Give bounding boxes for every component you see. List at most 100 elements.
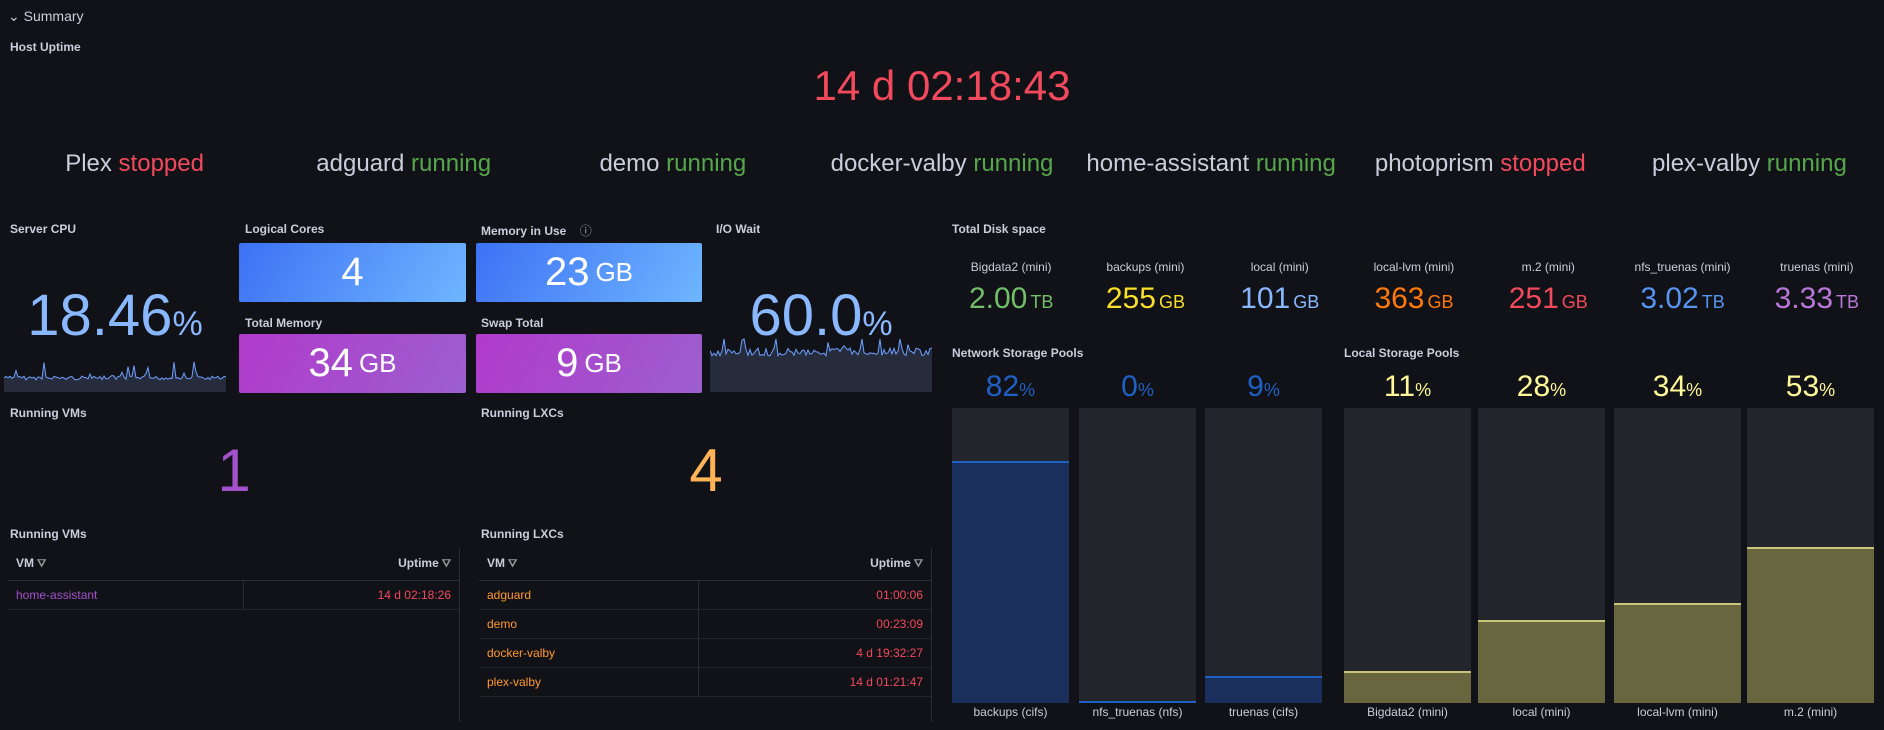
vm-name-cell[interactable]: docker-valby bbox=[479, 638, 699, 668]
local_pools-percent: 11% bbox=[1344, 370, 1471, 404]
service-status: home-assistant running bbox=[1077, 150, 1346, 178]
disk-unit: GB bbox=[1427, 292, 1454, 312]
vm-name-cell[interactable]: adguard bbox=[479, 580, 699, 610]
local_pools-bar-label: local-lvm (mini) bbox=[1637, 705, 1718, 719]
percent-value: 11 bbox=[1383, 370, 1416, 403]
disk-space-stats: Bigdata2 (mini) 2.00 TB backups (mini) 255 GB… bbox=[944, 260, 1884, 316]
uptime-cell: 00:23:09 bbox=[697, 609, 931, 639]
percent-value: 28 bbox=[1516, 370, 1551, 403]
disk-stat: local (mini) 101 GB bbox=[1213, 260, 1347, 316]
network_pools-bar-fill bbox=[952, 461, 1069, 703]
disk-stat: truenas (mini) 3.33 TB bbox=[1750, 260, 1884, 316]
disk-value: 251 GB bbox=[1481, 282, 1615, 316]
io-wait-value: 60.0% bbox=[749, 283, 893, 348]
network_pools-percent: 0% bbox=[1079, 370, 1196, 404]
network_pools-bar bbox=[952, 408, 1069, 703]
host-uptime-value: 14 d 02:18:43 bbox=[813, 62, 1071, 109]
local_pools-bar bbox=[1344, 408, 1471, 703]
network_pools-bar bbox=[1205, 408, 1322, 703]
row-summary-toggle[interactable]: ⌄ Summary bbox=[8, 8, 84, 25]
disk-number: 101 bbox=[1240, 282, 1291, 315]
column-header-uptime[interactable]: Uptime ⛛ bbox=[698, 548, 931, 581]
local_pools-bar-fill bbox=[1747, 546, 1874, 703]
disk-unit: TB bbox=[1701, 292, 1725, 312]
running-vms-table: VM ⛛ Uptime ⛛ home-assistant 14 d 02:18:26 bbox=[8, 548, 460, 722]
disk-label: local-lvm (mini) bbox=[1373, 260, 1455, 274]
memory-in-use-title: Memory in Use ⓘ bbox=[481, 224, 592, 238]
disk-value: 3.02 TB bbox=[1615, 282, 1749, 316]
percent-value: 0 bbox=[1121, 370, 1138, 403]
io-wait-sparkline bbox=[710, 338, 932, 392]
running-lxcs-table: VM ⛛ Uptime ⛛ adguard 01:00:06 demo 00:23:09 d… bbox=[479, 548, 932, 722]
table-row[interactable]: plex-valby 14 d 01:21:47 bbox=[479, 667, 931, 697]
service-name: plex-valby bbox=[1652, 150, 1761, 177]
logical-cores-tile: 4 bbox=[239, 243, 466, 302]
service-state: stopped bbox=[1500, 150, 1586, 177]
disk-unit: TB bbox=[1030, 292, 1054, 312]
disk-label: nfs_truenas (mini) bbox=[1634, 260, 1731, 274]
local_pools-bar-fill bbox=[1614, 602, 1741, 703]
io-wait-title: I/O Wait bbox=[716, 222, 761, 236]
disk-stat: m.2 (mini) 251 GB bbox=[1481, 260, 1615, 316]
server-cpu-sparkline bbox=[4, 361, 226, 392]
percent-value: 53 bbox=[1785, 370, 1820, 403]
percent-value: 9 bbox=[1247, 370, 1264, 403]
running-vms-count: 1 bbox=[217, 437, 251, 504]
network_pools-bar-label: truenas (cifs) bbox=[1228, 705, 1299, 719]
network_pools-bar bbox=[1079, 408, 1196, 703]
column-header-vm[interactable]: VM ⛛ bbox=[8, 548, 244, 581]
service-name: photoprism bbox=[1374, 150, 1494, 177]
table-row[interactable]: docker-valby 4 d 19:32:27 bbox=[479, 638, 931, 668]
total-memory-title: Total Memory bbox=[245, 316, 323, 330]
info-icon[interactable]: ⓘ bbox=[579, 224, 592, 238]
disk-stat: Bigdata2 (mini) 2.00 TB bbox=[944, 260, 1078, 316]
disk-value: 363 GB bbox=[1347, 282, 1481, 316]
filter-icon[interactable]: ⛛ bbox=[37, 558, 47, 571]
uptime-cell: 14 d 02:18:26 bbox=[242, 580, 459, 610]
column-header-uptime[interactable]: Uptime ⛛ bbox=[243, 548, 459, 581]
table-row[interactable]: home-assistant 14 d 02:18:26 bbox=[8, 580, 459, 610]
percent-unit: % bbox=[1019, 380, 1036, 400]
disk-value: 255 GB bbox=[1078, 282, 1212, 316]
table-row[interactable]: adguard 01:00:06 bbox=[479, 580, 931, 610]
vm-name-cell[interactable]: home-assistant bbox=[8, 580, 244, 610]
filter-icon[interactable]: ⛛ bbox=[441, 558, 451, 571]
service-status: adguard running bbox=[269, 150, 538, 178]
service-status-row: Plex stopped adguard running demo running d… bbox=[0, 150, 1884, 178]
disk-label: truenas (mini) bbox=[1780, 260, 1854, 274]
table-row[interactable]: demo 00:23:09 bbox=[479, 609, 931, 639]
percent-unit: % bbox=[1263, 380, 1280, 400]
network_pools-bar-fill bbox=[1205, 676, 1322, 703]
filter-icon[interactable]: ⛛ bbox=[913, 558, 923, 571]
memory-in-use-tile: 23 GB bbox=[476, 243, 702, 302]
local_pools-bar bbox=[1478, 408, 1605, 703]
service-state: running bbox=[411, 150, 492, 177]
network_pools-bar-label: backups (cifs) bbox=[973, 705, 1048, 719]
running-lxcs-count-title: Running LXCs bbox=[481, 406, 564, 420]
percent-unit: % bbox=[1415, 380, 1432, 400]
disk-stat: local-lvm (mini) 363 GB bbox=[1347, 260, 1481, 316]
vm-name-cell[interactable]: demo bbox=[479, 609, 699, 639]
disk-value: 2.00 TB bbox=[944, 282, 1078, 316]
percent-value: 82 bbox=[985, 370, 1020, 403]
total-disk-space-title: Total Disk space bbox=[952, 222, 1046, 236]
server-cpu-value: 18.46% bbox=[27, 283, 203, 348]
local_pools-bar bbox=[1747, 408, 1874, 703]
service-name: demo bbox=[599, 150, 660, 177]
service-state: running bbox=[1766, 150, 1847, 177]
service-state: running bbox=[1255, 150, 1336, 177]
local_pools-bar-label: local (mini) bbox=[1512, 705, 1571, 719]
disk-value: 3.33 TB bbox=[1750, 282, 1884, 316]
vm-name-cell[interactable]: plex-valby bbox=[479, 667, 699, 697]
uptime-cell: 14 d 01:21:47 bbox=[697, 667, 931, 697]
running-lxcs-table-title: Running LXCs bbox=[481, 527, 564, 541]
disk-unit: GB bbox=[1293, 292, 1320, 312]
disk-number: 251 bbox=[1508, 282, 1559, 315]
service-status: plex-valby running bbox=[1615, 150, 1884, 178]
filter-icon[interactable]: ⛛ bbox=[508, 558, 518, 571]
column-header-vm[interactable]: VM ⛛ bbox=[479, 548, 699, 581]
row-title: Summary bbox=[23, 8, 84, 24]
disk-stat: nfs_truenas (mini) 3.02 TB bbox=[1615, 260, 1749, 316]
running-vms-table-title: Running VMs bbox=[10, 527, 87, 541]
disk-label: m.2 (mini) bbox=[1521, 260, 1575, 274]
